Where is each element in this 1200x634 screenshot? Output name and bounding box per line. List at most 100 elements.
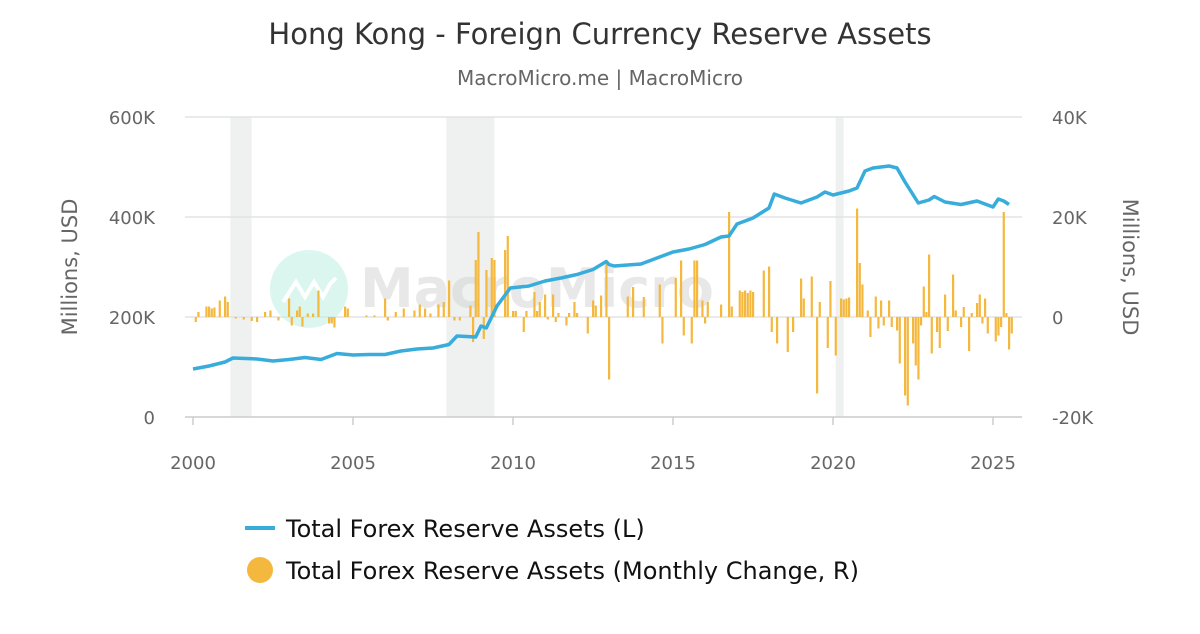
bar [762,270,765,317]
bar [538,302,541,317]
bar [197,312,200,317]
bar [544,294,547,317]
bar [576,313,579,317]
bar [418,304,421,317]
bar [317,290,320,317]
bar [738,290,741,317]
bar [384,298,387,317]
bar [469,305,472,317]
legend-label-bar: Total Forex Reserve Assets (Monthly Chan… [285,557,859,585]
bar [296,310,299,317]
legend-item-bar[interactable]: Total Forex Reserve Assets (Monthly Chan… [247,557,859,585]
bar [424,308,427,317]
bar [917,317,920,380]
bar [218,300,221,317]
bar [210,308,213,317]
bar [866,310,869,317]
bar [365,315,368,317]
bar [986,317,989,334]
bar [557,313,560,317]
bar [242,317,245,320]
bar [458,317,461,321]
bar [842,299,845,317]
bar [981,317,984,324]
bar [936,317,939,332]
bar [626,296,629,317]
bar [970,313,973,317]
bar [968,317,971,351]
bar [720,304,723,317]
bar [264,312,267,317]
bar [770,317,773,332]
bar [250,317,253,321]
bar [533,292,536,317]
y-right-tick-label: 20K [1052,208,1088,229]
bar [856,208,859,317]
x-axis: 2000 2005 2010 2015 2020 2025 [170,417,1016,474]
bar [861,284,864,317]
bar [632,287,635,317]
y-axis-right: -20K 0 20K 40K [1052,108,1094,429]
bar [997,317,1000,336]
bar [928,254,931,317]
y-right-tick-label: 0 [1052,308,1063,329]
bar [546,317,549,320]
bar [704,317,707,324]
bar [552,294,555,317]
bar [208,306,211,317]
bar [226,302,229,317]
bar [954,310,957,317]
bar [880,300,883,317]
bar [690,317,693,344]
recession-band [835,117,844,417]
bar [536,311,539,317]
bar [554,317,557,322]
bar [888,300,891,317]
bar [944,294,947,317]
bar [834,317,837,356]
bar [869,317,872,337]
bar [858,263,861,317]
bar [472,317,475,342]
bar [810,276,813,317]
bar [269,310,272,317]
watermark-logo-chart-icon [281,276,338,304]
bar [749,290,752,317]
bar [768,266,771,317]
bar [525,311,528,317]
y-right-tick-label: -20K [1052,408,1094,429]
bar [600,295,603,317]
bar [994,317,997,342]
bar [728,212,731,317]
bar [448,280,451,317]
bar [730,306,733,317]
bar [346,308,349,317]
bar [696,260,699,317]
bar [682,317,685,336]
line-series [192,164,1010,371]
bar [586,317,589,334]
bar [493,260,496,317]
bar [306,313,309,317]
x-tick-label: 2010 [490,453,536,474]
bar [848,297,851,317]
bar [938,317,941,348]
bar [592,300,595,317]
bar [960,317,963,327]
recession-band [230,117,252,417]
bar [706,302,709,317]
bar [333,317,336,328]
bar [946,317,949,331]
bar [568,313,571,317]
bar [792,317,795,332]
y-left-tick-label: 600K [109,108,156,129]
bar-series [194,208,1013,406]
legend-item-line[interactable]: Total Forex Reserve Assets (L) [245,515,645,543]
bar [504,250,507,317]
y-axis-left-title: Millions, USD [58,199,82,336]
x-tick-label: 2000 [170,453,216,474]
bar [701,300,704,317]
bar [741,292,744,317]
legend-label-line: Total Forex Reserve Assets (L) [285,515,645,543]
bar [413,310,416,317]
